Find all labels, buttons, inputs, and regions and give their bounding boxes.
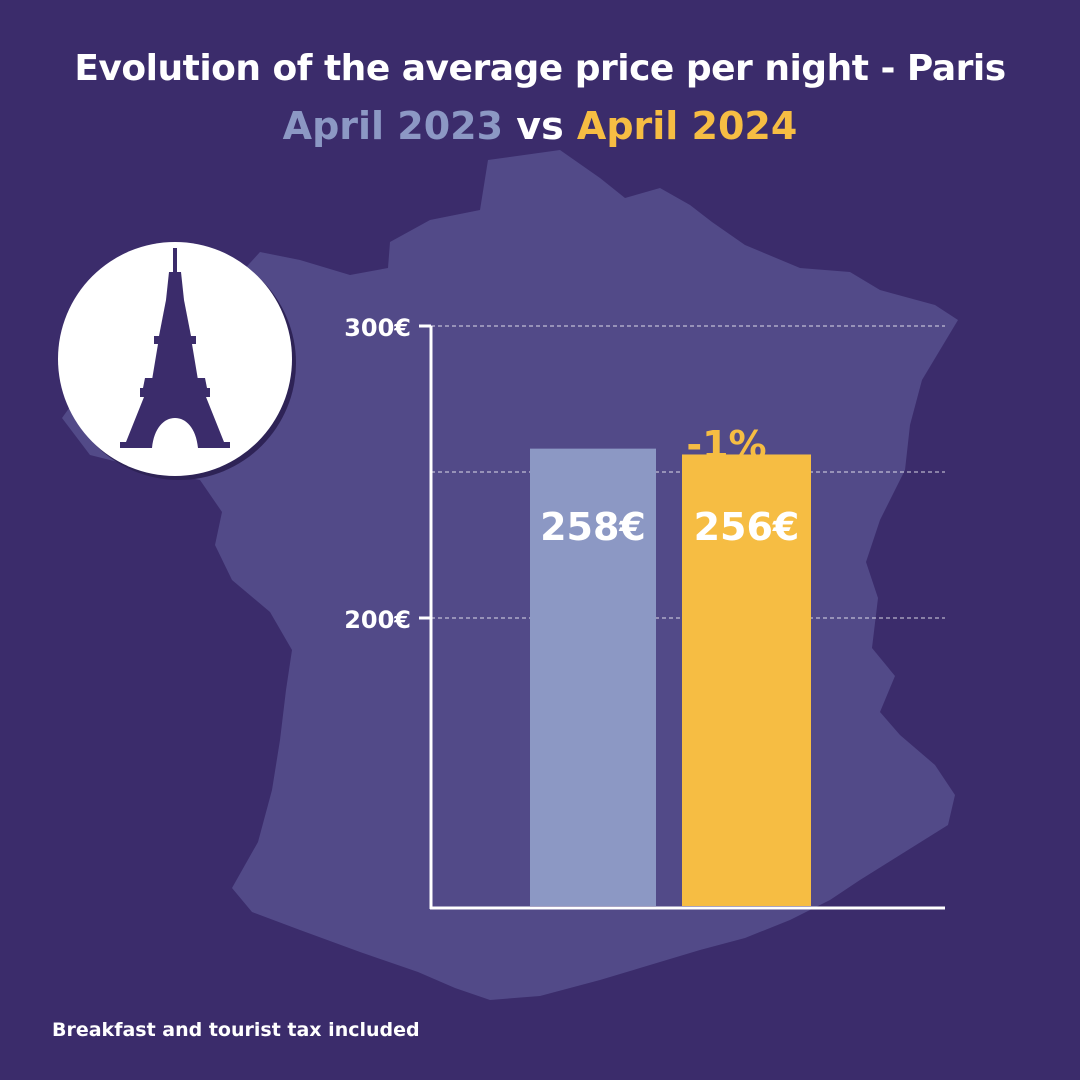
eiffel-tower-icon <box>120 248 230 448</box>
y-tick-label-300: 300€ <box>344 314 411 342</box>
chart-subtitle: April 2023 vs April 2024 <box>0 104 1080 148</box>
subtitle-april-2024: April 2024 <box>576 104 798 148</box>
subtitle-april-2023: April 2023 <box>282 104 504 148</box>
bar-value-label-1: 258€ <box>540 505 646 549</box>
chart-title: Evolution of the average price per night… <box>74 48 1006 89</box>
eiffel-tower-badge <box>58 242 292 476</box>
bar-april-2023 <box>530 448 656 906</box>
change-label: -1% <box>686 423 766 467</box>
bar-april-2024 <box>682 454 811 906</box>
bar-value-label-2: 256€ <box>694 505 800 549</box>
subtitle-vs: vs <box>516 104 564 148</box>
y-tick-label-200: 200€ <box>344 606 411 634</box>
footnote: Breakfast and tourist tax included <box>52 1019 420 1041</box>
